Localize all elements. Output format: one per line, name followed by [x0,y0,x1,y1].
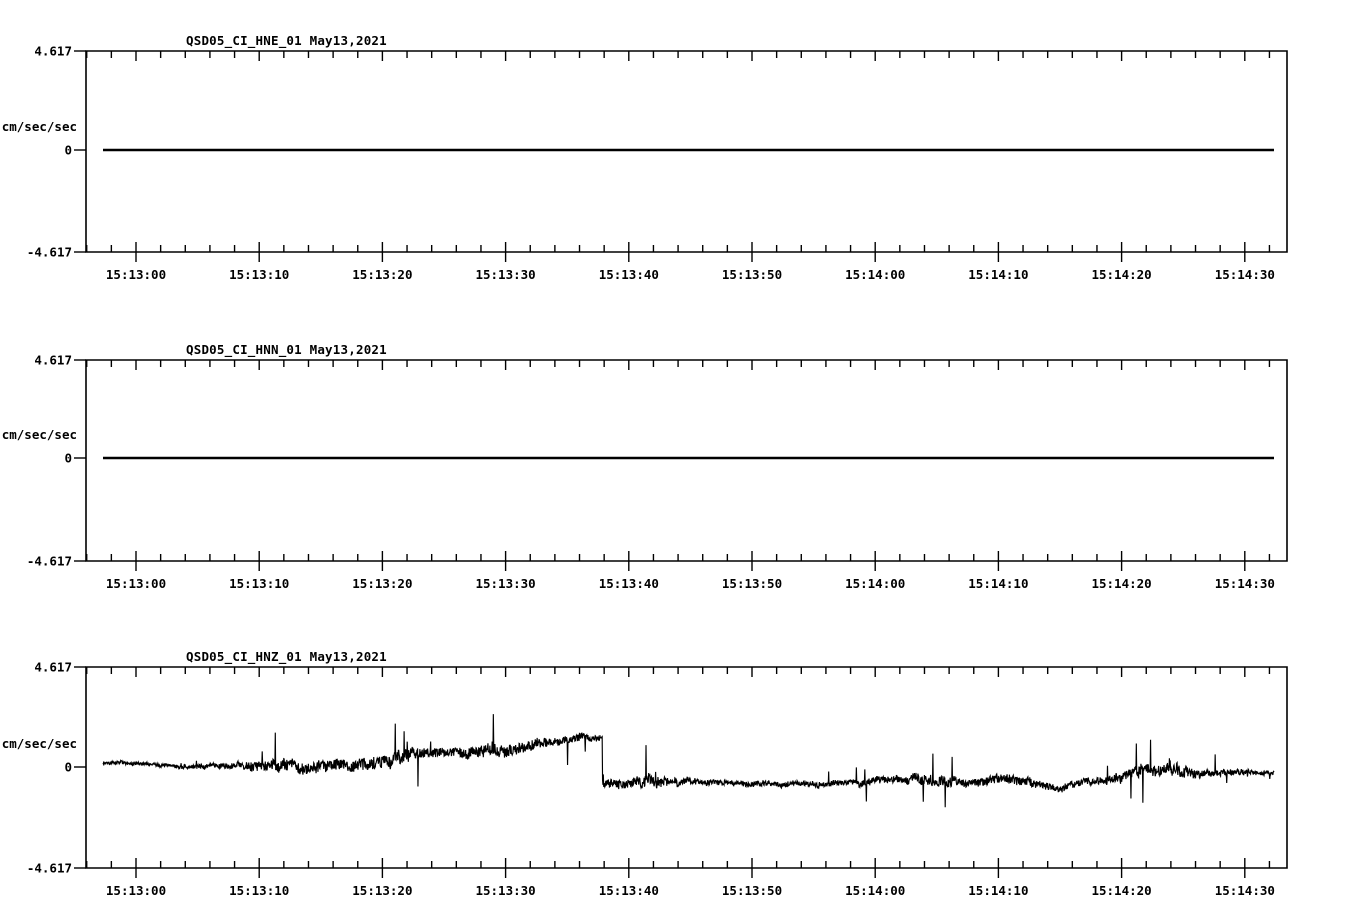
panel-hne-xtick-151410: 15:14:10 [968,267,1028,282]
panel-hnn-xtick-151320: 15:13:20 [352,576,412,591]
panel-hnz-ytick-mid: 0 [64,760,72,775]
panel-hnn-xtick-151410: 15:14:10 [968,576,1028,591]
panel-hnn-xtick-151400: 15:14:00 [845,576,905,591]
panel-hnz-xtick-151300: 15:13:00 [106,883,166,898]
panel-hne-xtick-151420: 15:14:20 [1091,267,1151,282]
axis-ticks [74,359,1271,571]
panel-hnz-ytick-top: 4.617 [34,660,72,675]
panel-hne-xtick-151400: 15:14:00 [845,267,905,282]
panel-hnn-xtick-151300: 15:13:00 [106,576,166,591]
panel-hnn-xtick-151340: 15:13:40 [599,576,659,591]
panel-hnn-ytick-bottom: -4.617 [27,554,72,569]
panel-hne-xtick-151320: 15:13:20 [352,267,412,282]
axis-ticks [74,50,1271,262]
panel-hnn-ytick-top: 4.617 [34,353,72,368]
panel-hne-yaxis-unit-label: cm/sec/sec [2,119,77,134]
panel-hnz-xtick-151430: 15:14:30 [1215,883,1275,898]
panel-hnn-xtick-151430: 15:14:30 [1215,576,1275,591]
panel-hnn-ytick-mid: 0 [64,451,72,466]
panel-hnz-xtick-151400: 15:14:00 [845,883,905,898]
panel-hnz-xtick-151340: 15:13:40 [599,883,659,898]
panel-hnn-xtick-151420: 15:14:20 [1091,576,1151,591]
panel-hnz-title: QSD05_CI_HNZ_01 May13,2021 [186,649,387,665]
panel-hnn-xtick-151350: 15:13:50 [722,576,782,591]
panel-hnz-xtick-151320: 15:13:20 [352,883,412,898]
plot-frame [85,666,1288,869]
panel-hne-xtick-151340: 15:13:40 [599,267,659,282]
panel-hne-xtick-151330: 15:13:30 [475,267,535,282]
panel-hnz-xtick-151310: 15:13:10 [229,883,289,898]
plot-frame [85,50,1288,253]
panel-hnn-xtick-151310: 15:13:10 [229,576,289,591]
axis-ticks [74,666,1271,878]
plot-frame [85,359,1288,562]
panel-hnz-xtick-151410: 15:14:10 [968,883,1028,898]
panel-hnz-xtick-151420: 15:14:20 [1091,883,1151,898]
panel-hnn-yaxis-unit-label: cm/sec/sec [2,427,77,442]
panel-hnz-xtick-151350: 15:13:50 [722,883,782,898]
panel-hnz-yaxis-unit-label: cm/sec/sec [2,736,77,751]
panel-hnz-ytick-bottom: -4.617 [27,861,72,876]
panel-hne-xtick-151430: 15:14:30 [1215,267,1275,282]
panel-hne-xtick-151310: 15:13:10 [229,267,289,282]
panel-hne-xtick-151350: 15:13:50 [722,267,782,282]
panel-hne-title: QSD05_CI_HNE_01 May13,2021 [186,33,387,49]
panel-hne-xtick-151300: 15:13:00 [106,267,166,282]
panel-hnz-xtick-151330: 15:13:30 [475,883,535,898]
panel-hne-ytick-bottom: -4.617 [27,245,72,260]
panel-hnn-xtick-151330: 15:13:30 [475,576,535,591]
panel-hne-ytick-top: 4.617 [34,44,72,59]
panel-hnn-title: QSD05_CI_HNN_01 May13,2021 [186,342,387,358]
panel-hnz-waveform [102,714,1275,808]
panel-hne-ytick-mid: 0 [64,143,72,158]
